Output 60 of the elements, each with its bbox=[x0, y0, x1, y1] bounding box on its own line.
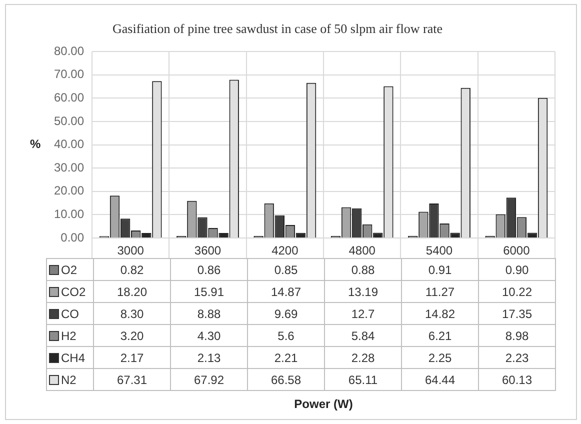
x-tick-label: 4200 bbox=[272, 244, 299, 258]
data-label: 6.21 bbox=[402, 324, 478, 346]
data-label: 12.7 bbox=[324, 302, 402, 324]
data-label: 0.88 bbox=[324, 258, 402, 280]
data-label: 66.58 bbox=[248, 368, 324, 390]
data-label: 2.21 bbox=[248, 346, 324, 368]
data-label: 0.85 bbox=[248, 258, 324, 280]
data-label: 14.87 bbox=[248, 280, 324, 302]
data-label: 2.28 bbox=[324, 346, 402, 368]
data-label: 67.31 bbox=[94, 368, 170, 390]
data-label: 8.98 bbox=[478, 324, 556, 346]
y-tick-label: 40.00 bbox=[54, 137, 84, 152]
y-tick-label: 0.00 bbox=[60, 230, 84, 244]
data-label: 10.22 bbox=[478, 280, 556, 302]
data-label: 18.20 bbox=[94, 280, 170, 302]
x-tick-label: 3000 bbox=[117, 244, 144, 258]
legend-label: CO bbox=[46, 302, 94, 324]
data-label: 14.82 bbox=[402, 302, 478, 324]
data-label: 0.82 bbox=[94, 258, 170, 280]
data-label: 8.30 bbox=[94, 302, 170, 324]
data-label: 17.35 bbox=[478, 302, 556, 324]
y-tick-label: 80.00 bbox=[54, 44, 84, 58]
data-label: 2.13 bbox=[170, 346, 248, 368]
data-label: 8.88 bbox=[170, 302, 248, 324]
data-label: 13.19 bbox=[324, 280, 402, 302]
text: Power (W) bbox=[293, 397, 354, 411]
y-tick-label: 60.00 bbox=[54, 90, 84, 105]
data-label: 2.23 bbox=[478, 346, 556, 368]
data-label: 2.17 bbox=[94, 346, 170, 368]
data-label: 67.92 bbox=[170, 368, 248, 390]
legend-label: O2 bbox=[46, 258, 94, 280]
data-label: 64.44 bbox=[402, 368, 478, 390]
data-label: 11.27 bbox=[402, 280, 478, 302]
chart-title: Gasifiation of pine tree sawdust in case of 50 slpm air flow rate bbox=[112, 21, 443, 36]
data-label: 5.6 bbox=[248, 324, 324, 346]
data-label: 3.20 bbox=[94, 324, 170, 346]
data-label: 4.30 bbox=[170, 324, 248, 346]
y-tick-label: 30.00 bbox=[54, 160, 84, 174]
x-tick-label: 5400 bbox=[426, 244, 453, 258]
y-tick-label: 20.00 bbox=[54, 184, 84, 198]
y-tick-label: 10.00 bbox=[54, 207, 84, 222]
data-label: 0.86 bbox=[170, 258, 248, 280]
legend-label: CH4 bbox=[46, 346, 94, 368]
data-label: 9.69 bbox=[248, 302, 324, 324]
y-axis-title: % bbox=[30, 137, 41, 151]
data-label: 0.91 bbox=[402, 258, 478, 280]
y-tick-label: 50.00 bbox=[54, 114, 84, 128]
legend-label: N2 bbox=[46, 368, 94, 390]
y-tick-label: 70.00 bbox=[54, 67, 84, 82]
data-label: 15.91 bbox=[170, 280, 248, 302]
data-label: 2.25 bbox=[402, 346, 478, 368]
legend-label: CO2 bbox=[46, 280, 94, 302]
data-label: 60.13 bbox=[478, 368, 556, 390]
x-tick-label: 6000 bbox=[503, 244, 530, 258]
data-label: 5.84 bbox=[324, 324, 402, 346]
x-tick-label: 4800 bbox=[348, 244, 376, 258]
data-label: 65.11 bbox=[324, 368, 402, 390]
x-tick-label: 3600 bbox=[194, 244, 222, 258]
data-label: 0.90 bbox=[478, 258, 556, 280]
legend-label: H2 bbox=[46, 324, 94, 346]
